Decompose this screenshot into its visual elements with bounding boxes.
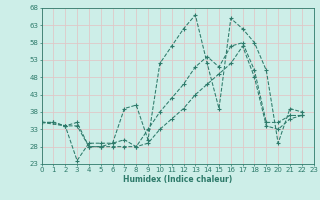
X-axis label: Humidex (Indice chaleur): Humidex (Indice chaleur) [123, 175, 232, 184]
